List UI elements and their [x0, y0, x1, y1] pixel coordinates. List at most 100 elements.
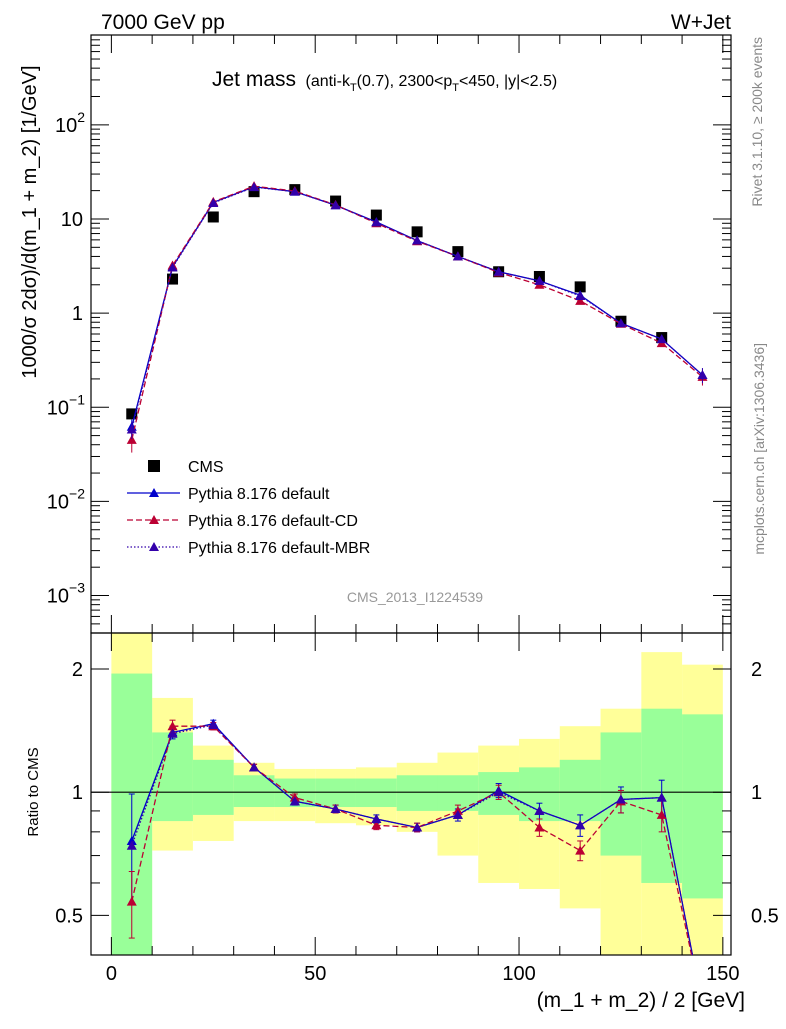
title-subscript: T: [350, 82, 357, 94]
x-ticks: 0 50 100 150: [106, 35, 740, 985]
data-point-triangle: [452, 251, 463, 261]
tick-exponent: −3: [69, 580, 85, 596]
ratio-bands: [111, 633, 723, 955]
green-band-bin: [192, 759, 234, 815]
data-point-square: [411, 226, 423, 238]
ratio-y-tick-label-right: 1: [751, 782, 762, 804]
ratio-data-point: [656, 809, 667, 819]
series-line: [131, 186, 703, 427]
plot-title-detail: (anti-kT(0.7), 2300<pT<450, |y|<2.5): [305, 73, 557, 94]
plot-title: Jet mass (anti-kT(0.7), 2300<pT<450, |y|…: [212, 68, 557, 94]
ratio-data-point: [534, 822, 545, 832]
data-point-square: [574, 281, 586, 293]
process-label: W+Jet: [671, 11, 731, 34]
data-point-square: [167, 273, 179, 285]
data-point-square: [248, 186, 260, 198]
main-panel-frame: [90, 34, 732, 634]
data-point-triangle: [371, 217, 382, 227]
tick-base: 10: [47, 397, 69, 419]
legend-marker-triangle: [149, 488, 159, 497]
plot-title-main: Jet mass: [212, 68, 296, 91]
title-subscript: T: [452, 82, 459, 94]
ratio-panel-frame: [90, 632, 732, 956]
ratio-data-point: [534, 805, 545, 815]
x-tick-label: 150: [706, 963, 739, 985]
data-point-triangle: [575, 290, 586, 300]
ratio-data-point: [126, 840, 137, 850]
main-y-tick-label: 10−3: [47, 580, 85, 608]
data-point-square: [370, 209, 382, 221]
ratio-y-tick-label: 2: [72, 659, 83, 681]
ratio-data-point: [575, 820, 586, 830]
data-point-triangle: [575, 295, 586, 305]
data-point-square: [126, 408, 138, 420]
tick-exponent: −2: [69, 485, 85, 501]
data-point-triangle: [126, 434, 137, 444]
ratio-y-ticks: 0.5 0.5 1 1 2 2: [55, 659, 779, 956]
ratio-data-point: [289, 796, 300, 806]
tick-base: 10: [47, 586, 69, 608]
main-y-tick-label: 102: [55, 109, 85, 137]
legend: CMS Pythia 8.176 default Pythia 8.176 defa…: [127, 459, 370, 557]
rivet-label: Rivet 3.1.10, ≥ 200k events: [749, 37, 765, 207]
legend-label: Pythia 8.176 default-CD: [188, 513, 358, 530]
legend-marker-square: [148, 460, 160, 472]
data-point-triangle: [126, 424, 137, 434]
title-detail-part: (anti-k: [305, 73, 350, 90]
data-point-triangle: [534, 275, 545, 285]
title-detail-part: (0.7), 2300<p: [357, 73, 453, 90]
data-point-triangle: [493, 266, 504, 276]
ratio-data-point: [615, 794, 626, 804]
legend-marker-triangle: [149, 515, 159, 524]
mcplots-label: mcplots.cern.ch [arXiv:1306.3436]: [751, 343, 767, 555]
tick-exponent: 2: [77, 109, 85, 125]
legend-label: Pythia 8.176 default: [188, 486, 330, 503]
data-point-triangle: [615, 318, 626, 328]
x-tick-label: 0: [106, 963, 117, 985]
data-point-triangle: [330, 200, 341, 210]
ratio-data-point: [126, 835, 137, 845]
ratio-y-tick-label: 1: [72, 782, 83, 804]
ratio-data-point: [330, 803, 341, 813]
series-line: [131, 185, 703, 441]
main-y-tick-label: 10−2: [47, 485, 85, 513]
legend-item: CMS: [148, 459, 224, 476]
analysis-watermark: CMS_2013_I1224539: [347, 589, 483, 605]
ratio-y-tick-label-right: 0.5: [751, 905, 779, 927]
series-line: [131, 186, 703, 430]
ratio-y-tick-label-right: 2: [751, 659, 762, 681]
data-point-triangle: [249, 182, 260, 192]
main-series-cms: [126, 184, 668, 420]
legend-item: Pythia 8.176 default: [127, 486, 330, 503]
legend-marker-triangle: [149, 542, 159, 551]
ratio-data-point: [575, 845, 586, 855]
green-band-bin: [152, 732, 193, 822]
ratio-series: [126, 718, 694, 956]
main-y-axis-label: 1000/σ 2dσ)/d(m_1 + m_2) [1/GeV]: [19, 65, 41, 378]
green-band-bin: [682, 714, 723, 899]
data-point-triangle: [656, 334, 667, 344]
green-band-bin: [233, 775, 275, 808]
data-point-triangle: [697, 370, 708, 380]
tick-exponent: −1: [69, 391, 85, 407]
legend-label: Pythia 8.176 default-MBR: [188, 540, 370, 557]
tick-base: 10: [47, 491, 69, 513]
ratio-y-tick-label: 0.5: [55, 905, 83, 927]
ratio-data-point: [412, 822, 423, 832]
ratio-data-point: [371, 820, 382, 830]
ratio-data-point: [167, 728, 178, 738]
ratio-data-point: [371, 814, 382, 824]
ratio-data-point: [249, 762, 260, 772]
energy-label: 7000 GeV pp: [101, 11, 225, 34]
ratio-series-pythia-8-176-default-mbr: [126, 719, 694, 956]
legend-item: Pythia 8.176 default-MBR: [127, 540, 370, 557]
ratio-data-point: [208, 719, 219, 729]
ratio-data-point: [493, 787, 504, 797]
data-point-triangle: [289, 186, 300, 196]
ratio-data-point: [126, 896, 137, 906]
legend-label: CMS: [188, 459, 224, 476]
ratio-series-line: [131, 725, 693, 956]
main-series: [126, 181, 708, 453]
